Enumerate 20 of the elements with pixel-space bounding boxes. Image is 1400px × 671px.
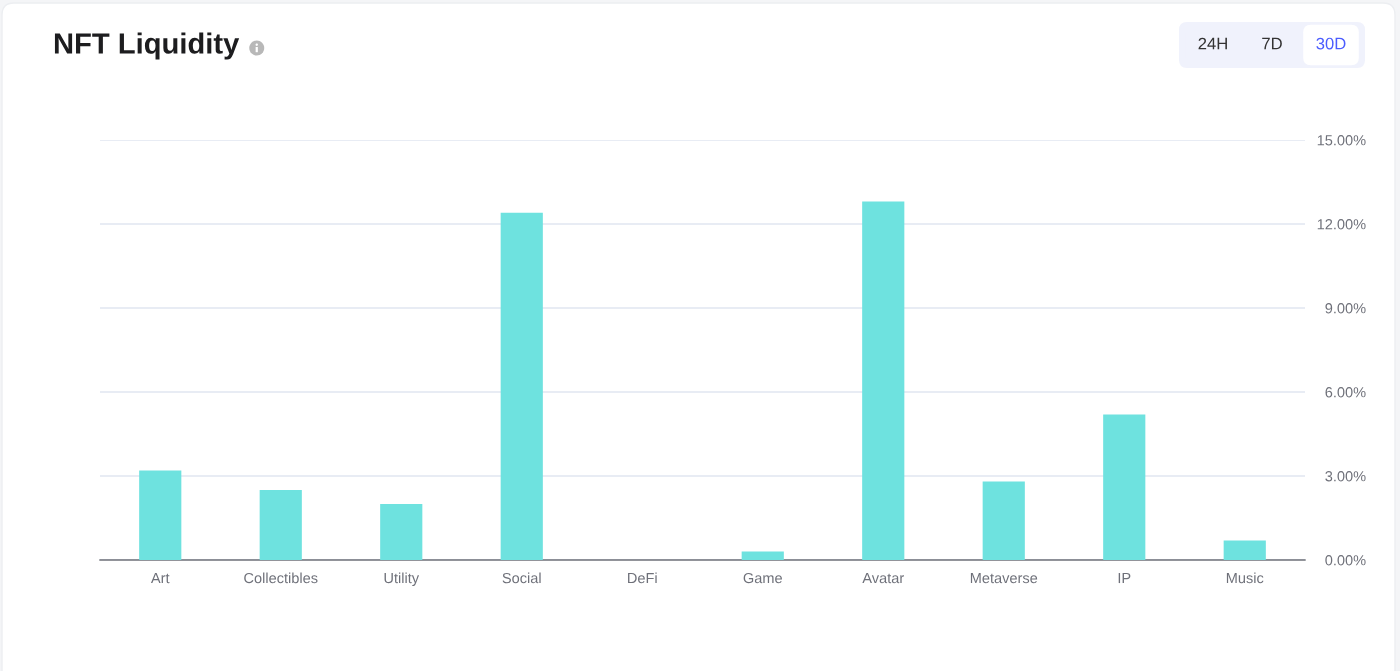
- text: 30D: [1316, 37, 1346, 50]
- text: 24H: [1198, 37, 1227, 50]
- text: 7D: [1262, 37, 1282, 50]
- y-tick-label: 15.00%: [1317, 135, 1366, 146]
- y-tick-label: 12.00%: [1317, 219, 1366, 230]
- x-tick-label: Metaverse: [970, 573, 1038, 584]
- x-tick-label: Art: [150, 573, 170, 584]
- y-tick-label: 9.00%: [1325, 303, 1366, 314]
- y-tick-label: 6.00%: [1325, 387, 1366, 398]
- x-tick-label: Collectibles: [244, 572, 318, 584]
- y-tick-label: 0.00%: [1325, 555, 1366, 566]
- x-tick-label: Avatar: [862, 573, 904, 584]
- x-tick-label: Utility: [384, 572, 420, 587]
- x-tick-label: DeFi: [628, 572, 657, 584]
- y-tick-label: 3.00%: [1325, 471, 1366, 482]
- x-tick-label: IP: [1118, 573, 1131, 584]
- x-tick-label: Social: [502, 572, 541, 584]
- x-tick-label: Music: [1226, 572, 1264, 584]
- x-tick-label: Game: [743, 572, 782, 584]
- chart-title: NFT Liquidity: [54, 32, 240, 60]
